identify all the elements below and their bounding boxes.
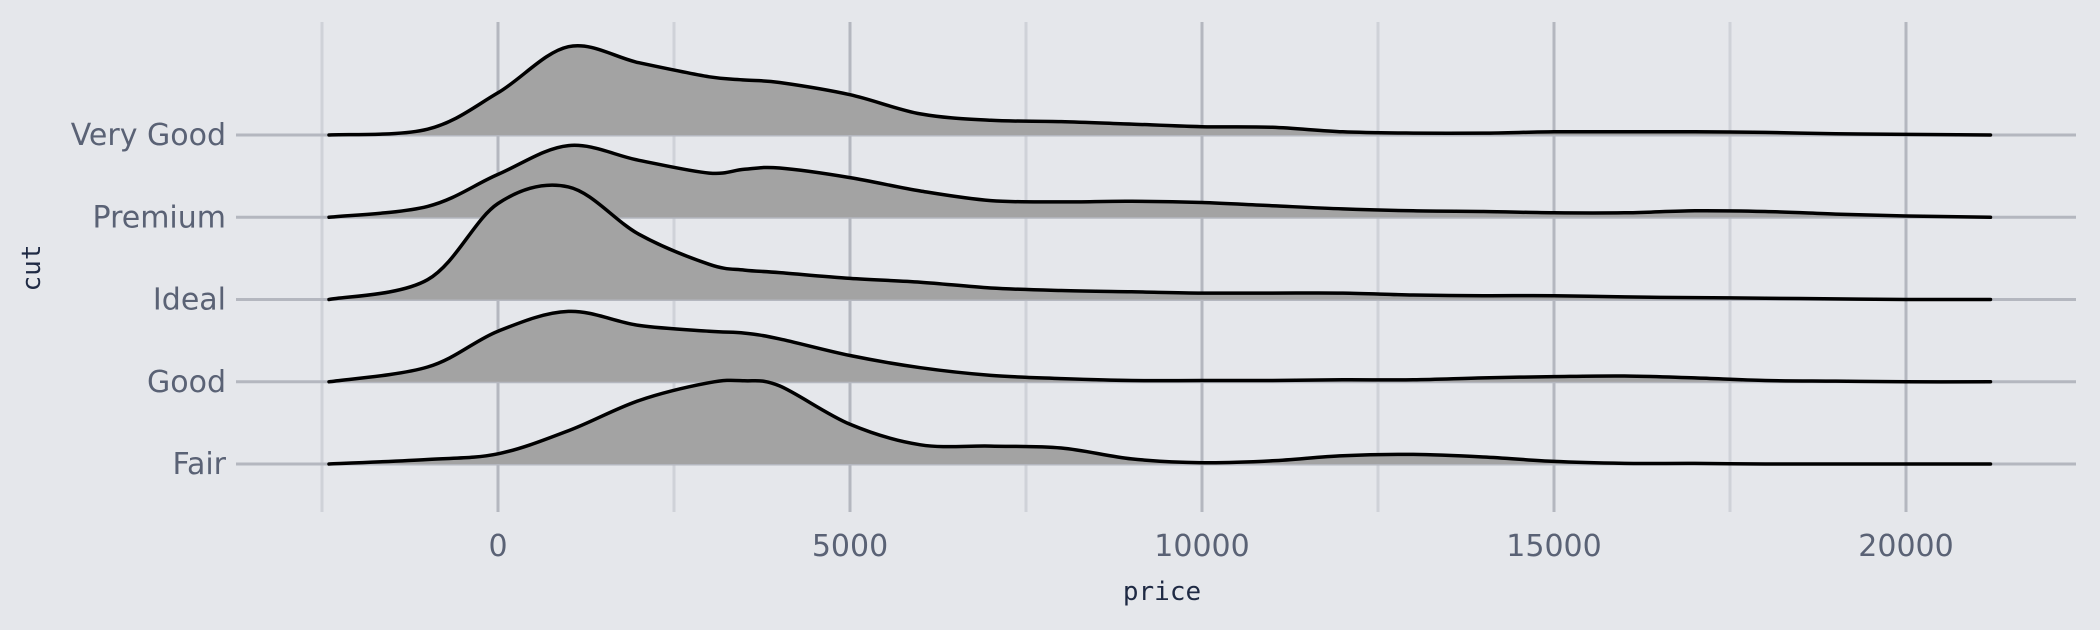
x-tick-label: 5000 <box>812 529 888 564</box>
ridges <box>327 44 1993 466</box>
ridge-very-good <box>327 44 1993 137</box>
x-tick-label: 10000 <box>1154 529 1249 564</box>
x-tick-labels: 0 5000 10000 15000 20000 <box>488 529 1953 564</box>
ridge-area-very-good <box>329 45 1991 135</box>
x-tick-label: 0 <box>488 529 507 564</box>
ridge-fair <box>327 378 1993 466</box>
y-tick-labels: Fair Good Ideal Premium Very Good <box>71 118 227 482</box>
ridge-line-good <box>327 309 1993 384</box>
y-tick-label: Very Good <box>71 118 226 153</box>
ridge-ideal <box>327 183 1993 302</box>
ridge-area-good <box>329 311 1991 382</box>
x-tick-label: 20000 <box>1858 529 1953 564</box>
y-tick-label: Premium <box>93 200 227 235</box>
y-tick-label: Good <box>147 365 226 400</box>
y-tick-label: Ideal <box>153 283 226 318</box>
ridge-line-fair <box>327 378 1993 466</box>
ridge-area-premium <box>329 145 1991 218</box>
x-tick-label: 15000 <box>1506 529 1601 564</box>
ridge-area-fair <box>329 380 1991 465</box>
ridge-good <box>327 309 1993 384</box>
x-axis-title: price <box>1123 577 1201 607</box>
ridge-line-very-good <box>327 44 1993 137</box>
ridge-line-ideal <box>327 183 1993 302</box>
y-axis-title: cut <box>17 245 47 292</box>
y-tick-label: Fair <box>172 447 226 482</box>
ridge-line-premium <box>327 143 1993 220</box>
ridge-premium <box>327 143 1993 220</box>
